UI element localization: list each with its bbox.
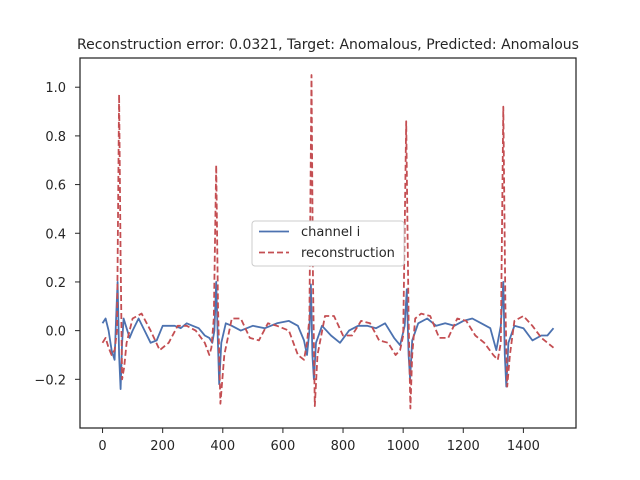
series-line-reconstruction: [101, 74, 555, 410]
series-line-channel-i: [101, 281, 555, 390]
x-tick-label: 800: [331, 439, 356, 454]
y-axis-ticks: −0.2 0.0 0.2 0.4 0.6 0.8 1.0: [34, 81, 80, 388]
x-tick-label: 1200: [447, 439, 480, 454]
legend-label-channel: channel i: [301, 225, 360, 240]
y-tick-label: 0.0: [45, 325, 66, 340]
y-tick-label: 0.2: [45, 276, 66, 291]
x-tick-label: 600: [270, 439, 295, 454]
x-tick-label: 0: [98, 439, 106, 454]
legend: channel i reconstruction: [251, 220, 405, 267]
axes-frame: [79, 57, 577, 429]
x-tick-label: 400: [210, 439, 235, 454]
y-tick-label: 0.8: [45, 130, 66, 145]
y-tick-label: 0.6: [45, 179, 66, 194]
x-tick-label: 200: [150, 439, 175, 454]
data-lines: [101, 74, 555, 410]
x-axis-ticks: 0 200 400 600 800 1000 1200 1400: [98, 428, 540, 454]
chart-title: Reconstruction error: 0.0321, Target: An…: [77, 37, 579, 53]
y-tick-label: 0.4: [45, 227, 66, 242]
legend-box: [251, 220, 405, 267]
plot-area: [79, 57, 577, 429]
y-tick-label: −0.2: [34, 373, 66, 388]
x-tick-label: 1400: [507, 439, 540, 454]
y-tick-label: 1.0: [45, 81, 66, 96]
x-tick-label: 1000: [387, 439, 420, 454]
legend-label-reconstruction: reconstruction: [301, 246, 395, 261]
